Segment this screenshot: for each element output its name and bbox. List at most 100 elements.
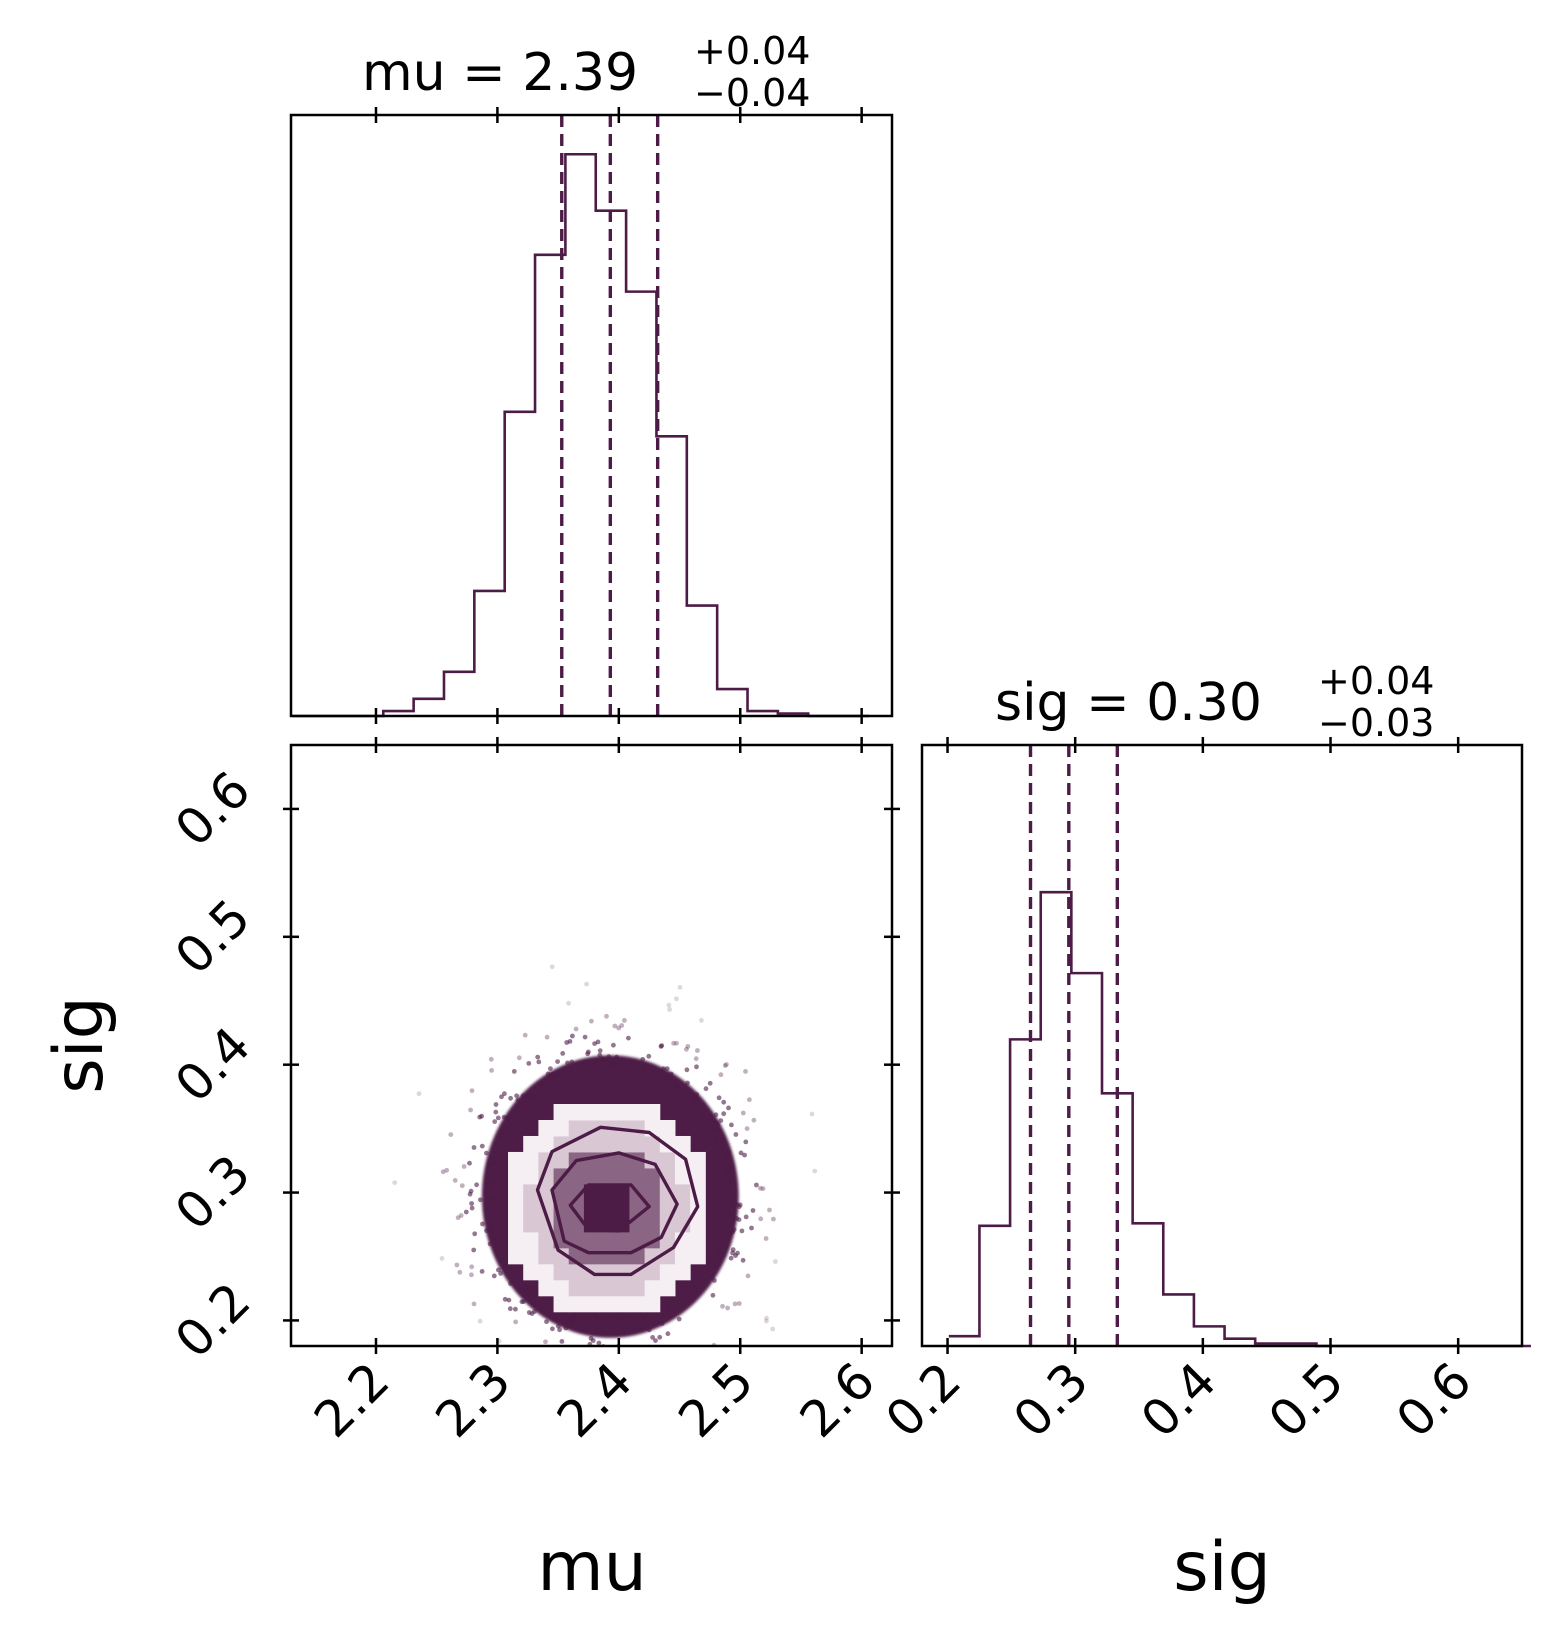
joint-contour-outer [535,1125,700,1277]
joint-scatter-point [550,1326,555,1332]
joint-scatter-point [444,1167,450,1173]
joint-density-cell [614,1135,630,1153]
joint-scatter-point [513,1319,518,1325]
joint-scatter-point [706,1258,711,1264]
joint-scatter-point [751,1117,757,1123]
joint-scatter-point [511,1277,516,1282]
joint-scatter-point [480,1221,485,1227]
joint-scatter-point [553,1314,559,1320]
joint-scatter-point [653,1338,658,1343]
joint-scatter-point [521,1093,526,1099]
joint-scatter-point [617,1317,623,1323]
joint-density-cell [583,1135,600,1153]
joint-scatter-point [726,1188,731,1194]
joint-density-cell [599,1183,615,1201]
joint-y-label: sig [40,996,119,1093]
joint-scatter-point [479,1269,485,1274]
joint-scatter-point [750,1208,756,1213]
joint-scatter-point [491,1160,497,1166]
joint-scatter-point [458,1213,464,1218]
joint-scatter-point [743,1139,749,1145]
joint-scatter-point [667,1007,672,1012]
joint-scatter-point [454,1262,460,1268]
joint-density-cell [629,1167,646,1185]
joint-scatter-point [439,1256,445,1261]
joint-scatter-point [724,1153,729,1159]
joint-scatter-point [712,1262,718,1268]
joint-scatter-point [563,1325,569,1331]
joint-scatter-point [725,1305,730,1311]
joint-scatter-point [500,1257,505,1263]
joint-scatter-point [713,1112,719,1118]
joint-scatter-point [527,1092,533,1098]
joint-density-cell [690,1231,706,1249]
joint-density-cell [614,1199,630,1217]
joint-density-cell [538,1263,555,1281]
joint-scatter-point [812,1168,818,1174]
joint-scatter-point [707,1080,713,1086]
joint-scatter-point [472,1231,478,1237]
joint-density-cell [644,1295,661,1313]
joint-density-cell [583,1231,600,1249]
joint-scatter-point [708,1126,714,1131]
joint-density-cell [523,1263,539,1281]
joint-scatter-point [721,1111,727,1117]
joint-scatter-point [676,1316,682,1322]
joint-density-cell [508,1167,524,1185]
joint-density-cell [508,1151,524,1169]
joint-density-cell [508,1247,524,1265]
joint-scatter-point [522,1032,528,1038]
joint-scatter-point [683,1287,688,1293]
joint-density-cell [583,1279,600,1297]
joint-scatter-point [508,1095,513,1101]
joint-density-cell [568,1263,585,1281]
joint-scatter-point [492,1235,498,1241]
joint-scatter-point [508,1281,513,1286]
joint-scatter-point [514,1093,519,1099]
joint-density-cell [523,1199,539,1217]
joint-scatter-point [503,1126,509,1131]
joint-scatter-point [600,1056,605,1062]
mu-title-median: 2.39 [522,43,638,103]
joint-density-cell [508,1215,524,1233]
joint-density-cell [629,1295,646,1313]
joint-density-cell [583,1295,600,1313]
joint-density-cell [690,1247,706,1265]
joint-scatter-point [699,1018,704,1023]
joint-scatter-point [743,1069,748,1074]
joint-density-cell [538,1231,555,1249]
joint-scatter-point [461,1164,467,1169]
joint-density-cell [614,1247,630,1265]
joint-scatter-point [665,1331,671,1337]
sig-histogram-title: sig = 0.30 [995,673,1262,733]
joint-scatter-point [665,1304,671,1309]
sig-x-label: sig [1173,1528,1270,1607]
joint-scatter-point [565,1060,570,1066]
joint-scatter-point [646,1053,652,1059]
joint-scatter-point [726,1105,731,1111]
joint-density-cell [599,1167,615,1185]
joint-scatter-point [773,1259,778,1264]
joint-density-cell [508,1231,524,1249]
joint-scatter-point [666,1002,672,1008]
joint-density-cell [614,1263,630,1281]
joint-scatter-point [664,1066,670,1071]
joint-scatter-point [392,1180,398,1185]
joint-scatter-point [771,1216,776,1222]
joint-scatter-point [569,1059,575,1065]
joint-contour-inner [568,1183,651,1233]
mu-histogram-panel: mu = 2.39 +0.04 −0.04 [289,29,894,724]
joint-scatter-point [685,1080,690,1086]
joint-scatter-point [709,1274,715,1280]
joint-scatter-point [467,1191,473,1197]
joint-scatter-point [616,1025,622,1031]
joint-density-cell [659,1119,676,1137]
joint-density-cell [614,1295,630,1313]
joint-scatter-point [715,1122,721,1127]
mu-title-param: mu [362,43,446,103]
joint-density-cell [614,1279,630,1297]
joint-density-cell [523,1135,539,1153]
sig-title-minus: −0.03 [1318,701,1434,745]
joint-density-cell [614,1167,630,1185]
joint-scatter-point [612,1023,618,1029]
